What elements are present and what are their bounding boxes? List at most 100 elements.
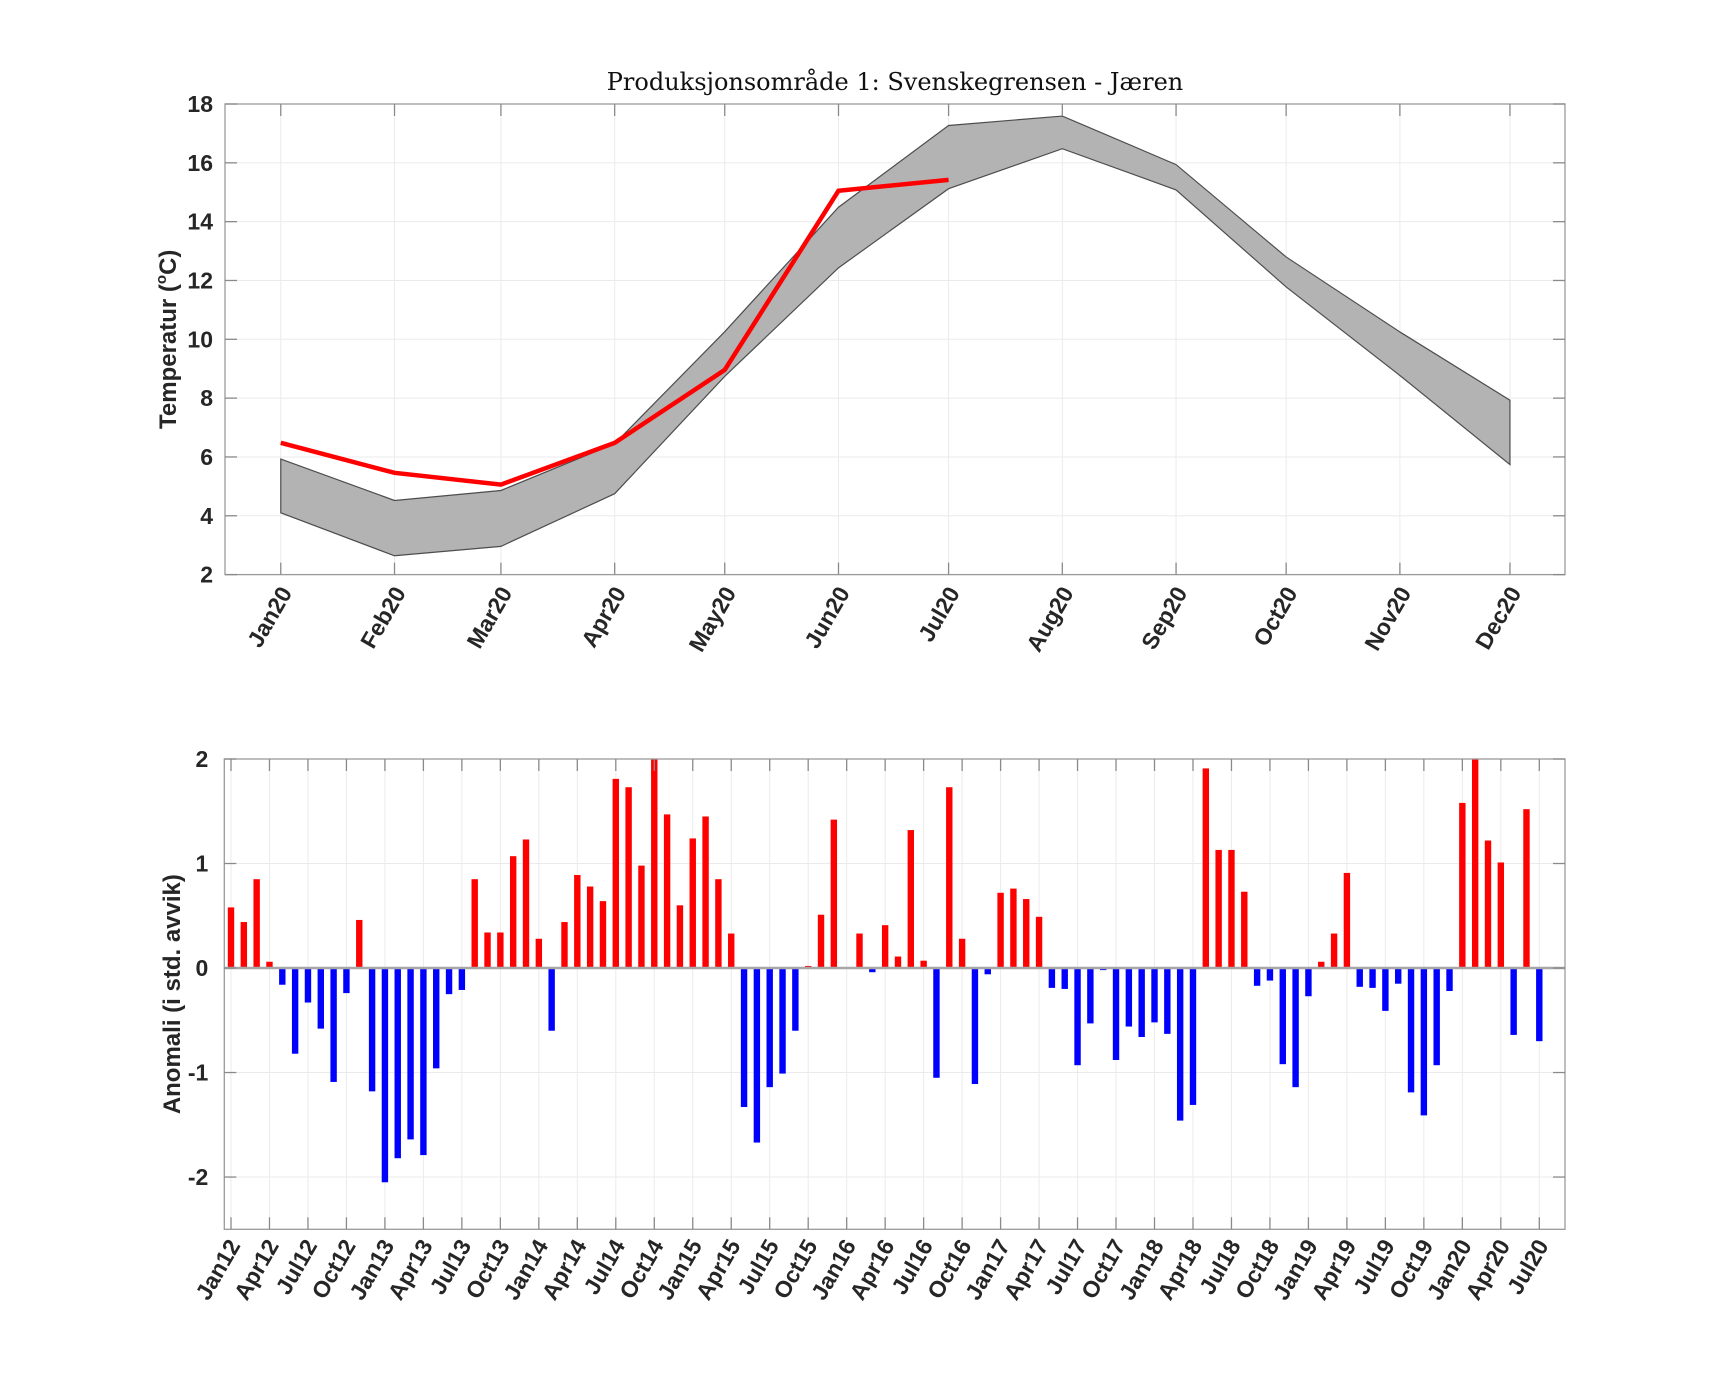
anomaly-bar-positive [1484,840,1492,969]
y-tick-label: 12 [187,267,213,293]
anomaly-bar-positive [356,919,363,969]
anomaly-bar-positive [1523,809,1530,969]
anomaly-bar-positive [1228,849,1235,969]
y-tick-label: 0 [196,955,209,981]
anomaly-bar-positive [1010,888,1017,969]
anomaly-bar-negative [753,968,761,1143]
bottom-axes-box [223,758,1566,1230]
chart-title: Produksjonsområde 1: Svenskegrensen - Jæ… [607,67,1183,96]
anomaly-bar-negative [1176,968,1184,1121]
y-tick-label: -2 [188,1164,208,1190]
anomaly-bar-positive [689,838,696,969]
anomaly-bar-negative [1048,968,1056,988]
anomaly-bar-negative [1420,968,1428,1116]
anomaly-bar-positive [484,932,491,969]
anomaly-bar-positive [227,907,235,969]
anomaly-bar-positive [599,901,607,969]
anomaly-bar-positive [266,961,273,969]
anomaly-bar-positive [1471,759,1479,969]
top-y-axis-label: Temperatur (oC) [153,250,182,429]
anomaly-bar-positive [946,787,953,969]
anomaly-bar-negative [869,968,876,973]
anomaly-bar-positive [240,922,248,969]
anomaly-bar-negative [433,968,440,1069]
anomaly-bar-negative [445,968,453,995]
anomaly-bar-positive [1330,933,1338,969]
ylabel-main: Temperatur ( [155,284,182,429]
anomaly-bar-positive [253,879,260,969]
anomaly-bar-negative [971,968,979,1085]
y-tick-label: 8 [200,385,213,411]
anomaly-bar-negative [1125,968,1133,1027]
anomaly-bar-positive [728,933,735,969]
anomaly-bar-negative [792,968,799,1031]
anomaly-bar-negative [330,968,337,1082]
anomaly-bars [227,759,1543,1183]
anomaly-bar-positive [561,922,568,969]
anomaly-bar-positive [958,938,966,969]
anomaly-bar-positive [997,892,1004,969]
anomaly-bar-negative [1382,968,1389,1011]
anomaly-bar-negative [1253,968,1261,986]
anomaly-bar-positive [715,879,722,969]
x-tick-label: Dec20 [1470,582,1526,654]
anomaly-bar-positive [894,956,902,969]
y-tick-label: 10 [187,326,213,352]
anomaly-bar-negative [394,968,401,1159]
anomaly-bar-positive [1497,862,1505,969]
anomaly-bar-positive [1459,802,1466,969]
x-tick-label: Oct20 [1248,582,1302,650]
anomaly-bar-positive [817,914,825,969]
anomaly-bar-positive [574,875,581,969]
anomaly-bar-positive [497,932,504,969]
anomaly-bar-negative [1138,968,1145,1037]
anomaly-bar-positive [702,816,709,969]
anomaly-bar-positive [1035,916,1043,969]
anomaly-bar-negative [1369,968,1376,988]
y-tick-label: 4 [200,503,213,529]
anomaly-bar-negative [458,968,466,990]
anomaly-bar-negative [1407,968,1415,1093]
anomaly-bar-negative [420,968,427,1156]
anomaly-bar-positive [509,856,517,969]
anomaly-bar-negative [1510,968,1517,1035]
anomaly-bar-negative [279,968,286,985]
x-tick-label: Apr20 [576,582,631,651]
anomaly-bar-positive [612,778,619,969]
anomaly-bar-negative [1279,968,1286,1065]
y-tick-label: 16 [187,150,213,176]
anomaly-bar-negative [984,968,991,975]
anomaly-bar-negative [368,968,376,1092]
anomaly-bar-negative [1395,968,1402,984]
anomaly-bar-negative [548,968,555,1031]
anomaly-bar-positive [535,938,543,969]
ylabel-degree-sup: o [153,275,170,284]
y-tick-label: -1 [188,1060,209,1086]
anomaly-bar-negative [1087,968,1094,1024]
anomaly-bar-negative [381,968,389,1183]
anomaly-bar-negative [1189,968,1197,1105]
anomaly-bar-negative [1061,968,1068,989]
x-tick-label: Jul20 [1502,1235,1554,1299]
y-tick-label: 18 [187,91,213,117]
anomaly-bar-negative [304,968,312,1003]
anomaly-bar-positive [1241,891,1248,969]
x-tick-label: Feb20 [355,582,411,653]
anomaly-bar-negative [407,968,414,1140]
anomaly-bar-negative [1074,968,1081,1066]
anomaly-bar-negative [933,968,940,1078]
anomaly-bar-positive [907,830,915,969]
y-tick-label: 2 [200,562,213,588]
anomaly-bar-positive [1215,849,1222,969]
anomaly-bar-positive [586,886,594,969]
anomaly-bar-positive [471,879,478,969]
anomaly-bar-positive [676,905,684,969]
x-tick-label: Nov20 [1359,582,1416,655]
anomaly-bar-positive [625,787,632,969]
anomaly-bar-negative [740,968,748,1108]
anomaly-bar-positive [856,933,863,969]
anomaly-bar-positive [651,759,658,969]
anomaly-bar-negative [1266,968,1274,981]
